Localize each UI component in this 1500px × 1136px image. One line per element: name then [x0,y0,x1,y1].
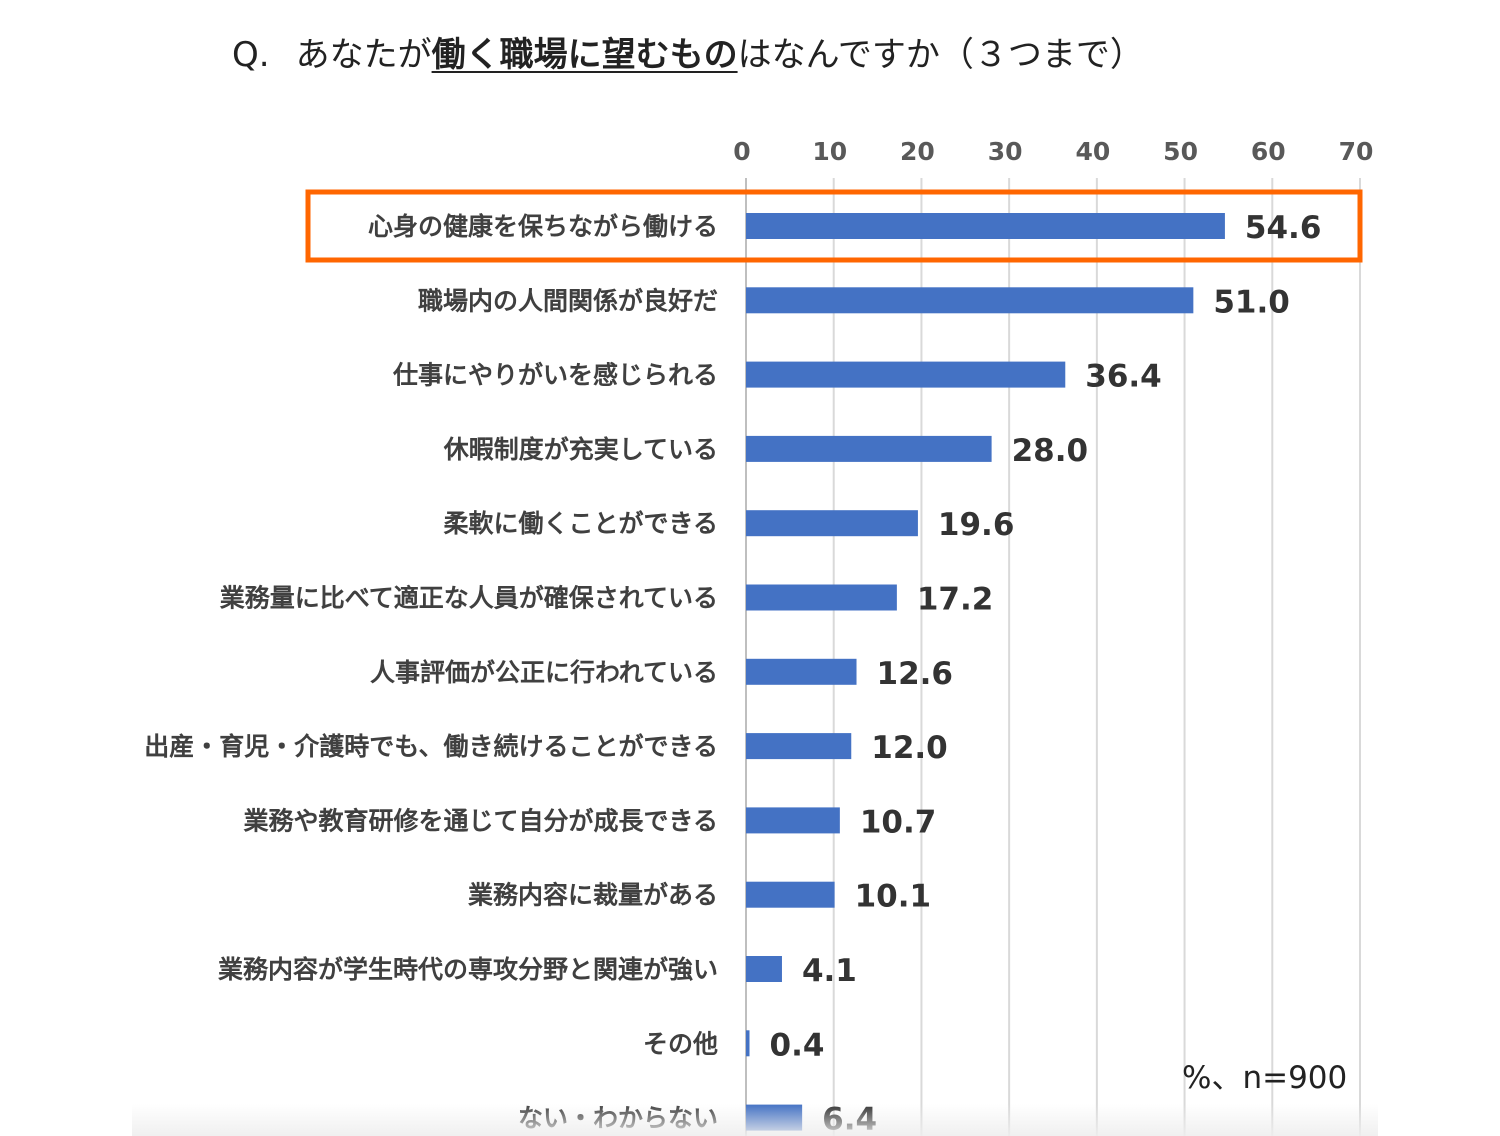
value-label: 51.0 [1213,284,1290,320]
category-label: 人事評価が公正に行われている [370,658,718,687]
category-label: 柔軟に働くことができる [443,509,718,538]
value-label: 17.2 [917,582,994,618]
x-tick-label: 0 [733,137,750,166]
category-label: その他 [643,1029,718,1058]
category-label: 業務や教育研修を通じて自分が成長できる [243,806,718,835]
bar [746,807,840,834]
highlight-box [305,189,1363,263]
value-label: 4.1 [802,953,857,989]
category-label: 業務内容が学生時代の専攻分野と関連が強い [218,955,718,984]
question-before: あなたが [295,35,432,75]
value-label: 19.6 [938,507,1015,543]
category-label: 休暇制度が充実している [443,435,718,464]
value-label: 36.4 [1085,359,1162,395]
x-tick-labels: 0 10 20 30 40 50 60 70 [733,137,1373,166]
bar [746,881,835,908]
bar [746,435,992,462]
bar [746,213,1225,239]
category-label: 心身の健康を保ちながら働ける [368,212,718,241]
value-label: 10.7 [860,804,937,840]
question-emphasis: 働く職場に望むもの [431,35,738,75]
x-tick-label: 20 [900,137,935,166]
bar [746,584,897,611]
value-label: 54.6 [1245,210,1322,246]
bar [746,956,782,982]
unit-note: %、n=900 [1182,1060,1348,1096]
question-after: はなんですか（３つまで） [737,35,1144,75]
bar [746,1030,750,1057]
value-label: 28.0 [1012,433,1089,469]
x-tick-label: 10 [812,137,847,166]
value-label: 10.1 [855,879,932,915]
value-labels: 54.6 51.0 36.4 28.0 19.6 17.2 12.6 12.0 10.7 10.1… [770,210,1322,1136]
bar [746,733,852,760]
x-tick-label: 50 [1163,137,1198,166]
category-label: 出産・育児・介護時でも、働き続けることができる [144,732,718,761]
category-labels: 心身の健康を保ちながら働ける職場内の人間関係が良好だ仕事にやりがいを感じられる休… [144,212,718,1133]
bars [746,213,1225,1131]
x-tick-label: 70 [1339,137,1374,166]
x-tick-label: 30 [988,137,1023,166]
category-label: ない・わからない [518,1104,718,1133]
bar [746,287,1194,314]
category-label: 職場内の人間関係が良好だ [418,286,718,315]
x-tick-label: 40 [1075,137,1110,166]
question-prefix: Q. [232,35,270,75]
gridlines [745,178,1361,1136]
chart-title: Q. あなたが働く職場に望むものはなんですか（３つまで） [232,30,1144,80]
category-label: 業務量に比べて適正な人員が確保されている [220,584,718,613]
value-label: 0.4 [770,1027,825,1063]
value-label: 6.4 [822,1102,877,1136]
bar [746,1104,803,1131]
value-label: 12.6 [877,656,954,692]
bar [746,658,857,685]
value-label: 12.0 [871,730,948,766]
category-label: 業務内容に裁量がある [468,881,718,910]
bar [746,361,1066,388]
category-label: 仕事にやりがいを感じられる [392,361,718,390]
bar [746,510,918,537]
x-tick-label: 60 [1251,137,1286,166]
